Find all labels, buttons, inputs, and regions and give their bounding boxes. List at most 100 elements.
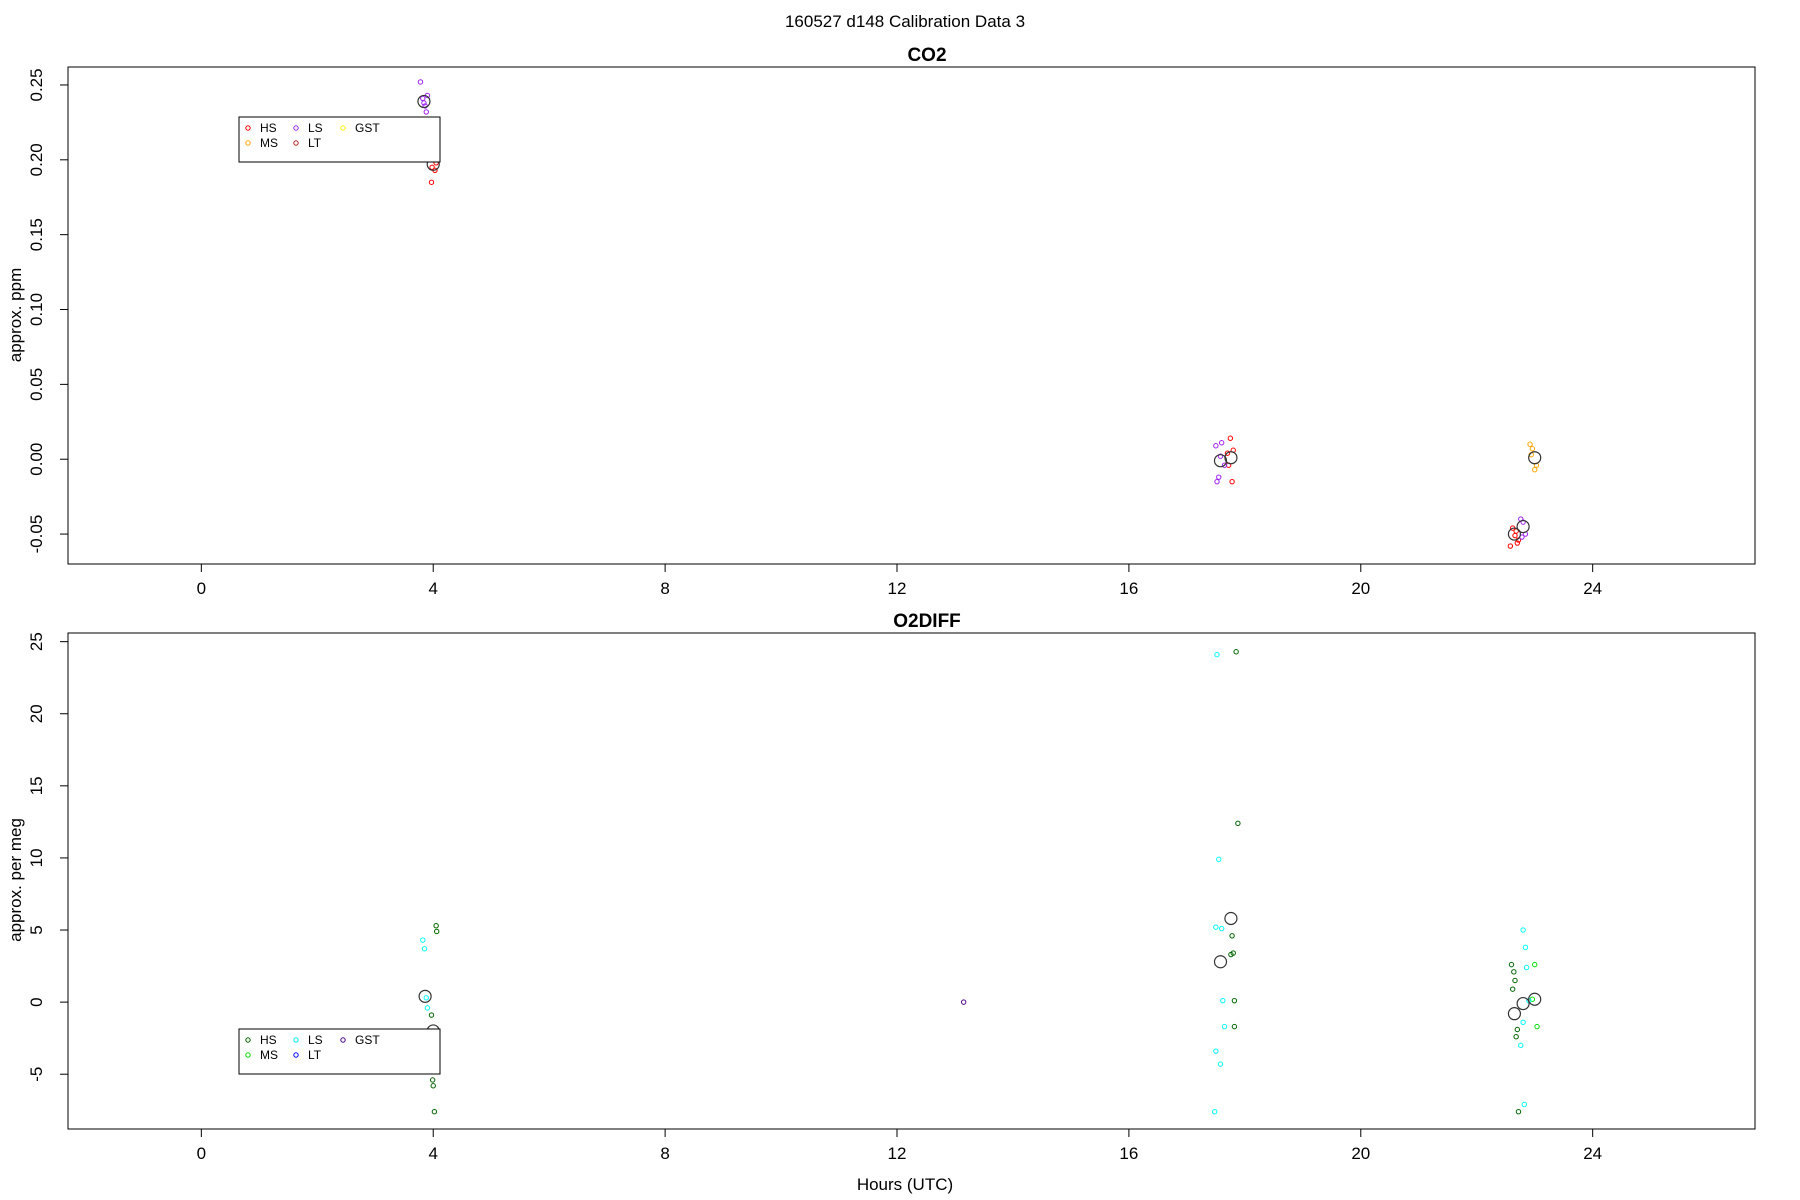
o2diff-point-hs — [1514, 1026, 1521, 1033]
co2-mean-markers — [417, 94, 1542, 541]
o2diff-mean-marker — [1528, 992, 1542, 1006]
o2diff-point-hs — [1229, 933, 1235, 939]
o2diff-panel: O2DIFF approx. per meg Hours (UTC) 0 4 8 12… — [6, 611, 1756, 1194]
co2-y-tick-label: 0.00 — [27, 443, 46, 476]
o2diff-point-hs — [1231, 1023, 1238, 1030]
o2diff-point-hs — [1508, 961, 1515, 968]
o2diff-point-hs — [1509, 986, 1516, 992]
o2diff-point-ls — [1213, 1048, 1219, 1054]
co2-point-ls — [417, 79, 424, 85]
co2-point-ls — [420, 95, 426, 102]
o2diff-point-ls — [1520, 927, 1526, 933]
o2diff-ylabel: approx. per meg — [6, 818, 25, 942]
co2-point-hs — [1514, 540, 1521, 546]
co2-x-tick-label: 8 — [660, 579, 669, 598]
o2diff-point-ls — [1220, 997, 1226, 1004]
o2diff-point-ms — [1534, 1023, 1540, 1030]
co2-y-tick-label: 0.15 — [27, 218, 46, 251]
o2diff-point-hs — [431, 1108, 438, 1115]
o2diff-mean-marker — [1507, 1007, 1522, 1021]
co2-point-hs — [1512, 532, 1518, 539]
o2diff-legend-label-ms: MS — [260, 1048, 278, 1062]
o2diff-point-ls — [1211, 1108, 1218, 1115]
co2-y-tick-label: 0.25 — [27, 68, 46, 101]
co2-mean-marker — [417, 94, 431, 109]
co2-legend-marker-ms — [245, 140, 251, 146]
figure-suptitle: 160527 d148 Calibration Data 3 — [785, 12, 1025, 31]
co2-legend-label-ls: LS — [308, 121, 323, 135]
o2diff-x-tick-label: 20 — [1351, 1144, 1370, 1163]
co2-point-hs — [1227, 435, 1234, 441]
o2diff-legend-label-hs: HS — [260, 1033, 277, 1047]
o2diff-y-axis: -5 0 5 10 15 20 25 — [27, 632, 69, 1082]
o2diff-point-ls — [1218, 925, 1225, 932]
o2diff-point-hs — [1228, 951, 1234, 958]
o2diff-x-tick-label: 16 — [1119, 1144, 1138, 1163]
co2-point-ms — [1527, 441, 1533, 447]
co2-point-hs — [1229, 478, 1235, 485]
co2-data-points — [417, 79, 1540, 549]
co2-x-tick-label: 0 — [197, 579, 206, 598]
o2diff-xlabel: Hours (UTC) — [857, 1175, 953, 1194]
o2diff-point-hs — [1233, 649, 1239, 655]
co2-panel-title: CO2 — [907, 45, 946, 66]
o2diff-panel-title: O2DIFF — [893, 611, 961, 632]
o2diff-legend-label-ls: LS — [308, 1033, 323, 1047]
co2-point-hs — [428, 179, 435, 185]
o2diff-point-ls — [1216, 856, 1222, 863]
o2diff-legend-marker-ls — [293, 1037, 299, 1043]
o2diff-point-ms — [1532, 961, 1538, 968]
co2-y-tick-label: 0.20 — [27, 143, 46, 176]
o2diff-legend-marker-gst — [340, 1037, 346, 1043]
o2diff-y-tick-label: 20 — [27, 704, 46, 723]
co2-point-ls — [421, 100, 427, 106]
o2diff-point-ls — [1520, 1019, 1526, 1026]
o2diff-point-hs — [1235, 820, 1241, 827]
co2-y-axis: -0.05 0.00 0.05 0.10 0.15 0.20 0.25 — [27, 68, 69, 554]
co2-x-tick-label: 12 — [888, 579, 907, 598]
o2diff-point-ls — [1213, 924, 1219, 930]
co2-legend-label-hs: HS — [260, 121, 277, 135]
o2diff-mean-marker — [1224, 911, 1238, 926]
co2-mean-marker — [1516, 519, 1530, 534]
o2diff-point-hs — [1513, 1034, 1519, 1040]
co2-ylabel: approx. ppm — [6, 268, 25, 363]
o2diff-legend-label-gst: GST — [355, 1033, 380, 1047]
o2diff-x-axis: 0 4 8 12 16 20 24 — [197, 1128, 1602, 1163]
co2-y-tick-label: -0.05 — [27, 515, 46, 554]
o2diff-point-ls — [1518, 1042, 1524, 1049]
o2diff-legend-box — [238, 1028, 441, 1075]
co2-panel: CO2 approx. ppm 0 4 8 12 16 20 24 -0.05 0.00 0.0… — [6, 45, 1756, 598]
co2-point-ls — [1221, 462, 1228, 468]
co2-y-tick-label: 0.10 — [27, 293, 46, 326]
o2diff-mean-markers — [418, 911, 1542, 1038]
o2diff-y-tick-label: 25 — [27, 632, 46, 651]
co2-point-ls — [1217, 453, 1224, 459]
o2diff-y-tick-label: -5 — [27, 1067, 46, 1082]
co2-x-tick-label: 16 — [1119, 579, 1138, 598]
co2-legend-label-lt: LT — [308, 136, 322, 150]
o2diff-point-ls — [1221, 1023, 1228, 1030]
co2-point-hs — [429, 164, 435, 170]
o2diff-point-ls — [423, 995, 429, 1001]
o2diff-legend-marker-lt — [293, 1052, 299, 1058]
o2diff-point-hs — [428, 1012, 435, 1018]
co2-point-ls — [423, 109, 429, 115]
o2diff-point-ls — [421, 946, 428, 952]
co2-point-ls — [1520, 519, 1526, 525]
o2diff-point-hs — [434, 928, 440, 935]
co2-mean-marker — [1528, 451, 1542, 465]
o2diff-point-hs — [1511, 969, 1517, 975]
o2diff-data-points — [420, 649, 1540, 1115]
co2-x-tick-label: 24 — [1583, 579, 1602, 598]
o2diff-legend-marker-hs — [245, 1037, 251, 1043]
o2diff-x-tick-label: 12 — [888, 1144, 907, 1163]
o2diff-legend-label-lt: LT — [308, 1048, 322, 1062]
co2-legend-marker-gst — [340, 125, 346, 131]
co2-x-tick-label: 20 — [1351, 579, 1370, 598]
o2diff-mean-marker — [1516, 996, 1530, 1011]
co2-legend-label-gst: GST — [355, 121, 380, 135]
o2diff-point-hs — [433, 922, 439, 929]
o2diff-point-ls — [1217, 1061, 1224, 1067]
